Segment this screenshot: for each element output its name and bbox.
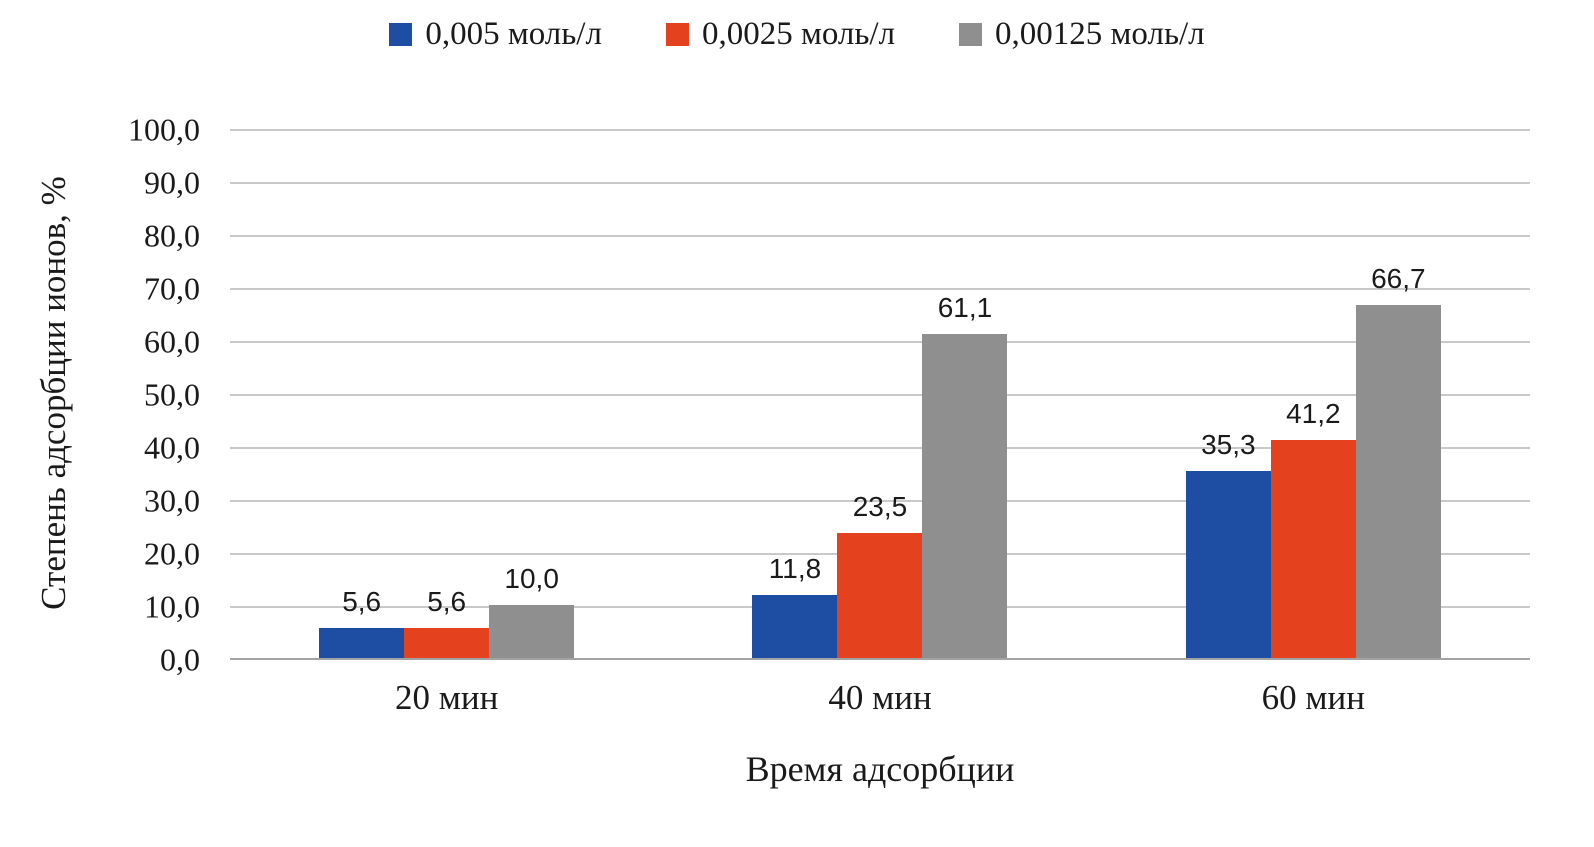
y-tick-label: 0,0 xyxy=(160,641,200,678)
bar-value-label: 11,8 xyxy=(768,553,822,585)
bar-value-label: 23,5 xyxy=(852,491,908,523)
x-category-label: 40 мин xyxy=(828,678,932,717)
gridline xyxy=(230,288,1530,290)
x-category-label: 60 мин xyxy=(1261,678,1365,717)
bar-value-label: 61,1 xyxy=(937,292,993,324)
legend-label: 0,0025 моль/л xyxy=(701,16,896,52)
bar-group: 5,6 5,6 10,0 xyxy=(230,130,663,658)
bar: 11,8 xyxy=(752,553,838,658)
bar-value-label: 10,0 xyxy=(504,563,559,594)
bar-group: 11,8 23,5 61,1 xyxy=(663,130,1096,658)
gridline xyxy=(230,129,1530,131)
legend-label: 0,005 моль/л xyxy=(425,16,602,52)
bar: 5,6 xyxy=(319,586,405,658)
y-tick-label: 70,0 xyxy=(144,270,200,307)
bar: 66,7 xyxy=(1355,263,1441,658)
legend-swatch xyxy=(959,23,983,46)
bar-groups-layer: 5,6 5,6 10,0 11,8 23,5 61,1 35,3 41,2 66,7 xyxy=(230,130,1530,658)
y-tick-label: 100,0 xyxy=(128,111,200,148)
bar-value-label: 41,2 xyxy=(1286,397,1341,429)
gridline xyxy=(230,500,1530,502)
legend-item: 0,005 моль/л xyxy=(389,16,602,53)
y-tick-label: 90,0 xyxy=(144,164,200,201)
y-tick-label: 10,0 xyxy=(144,588,200,625)
bar-value-label: 66,7 xyxy=(1371,262,1426,294)
plot-area: 5,6 5,6 10,0 11,8 23,5 61,1 35,3 41,2 66,7 xyxy=(230,129,1530,660)
legend-swatch xyxy=(665,23,689,46)
x-axis-title: Время адсорбции xyxy=(230,748,1530,790)
chart-legend: 0,005 моль/л 0,0025 моль/л 0,00125 моль/л xyxy=(0,16,1594,53)
x-axis-title-text: Время адсорбции xyxy=(745,749,1015,789)
bar-value-label: 5,6 xyxy=(342,586,382,618)
bar: 10,0 xyxy=(489,563,575,658)
bar-group: 35,3 41,2 66,7 xyxy=(1097,130,1530,658)
bar: 35,3 xyxy=(1185,429,1271,658)
y-tick-label: 30,0 xyxy=(144,482,200,519)
gridline xyxy=(230,182,1530,184)
y-tick-label: 60,0 xyxy=(144,323,200,360)
legend-item: 0,00125 моль/л xyxy=(959,16,1205,53)
gridline xyxy=(230,447,1530,449)
y-axis-tick-labels: 0,0 10,0 20,0 30,0 40,0 50,0 60,0 70,0 80,0 90,0 1… xyxy=(0,112,200,678)
gridline xyxy=(230,394,1530,396)
legend-label: 0,00125 моль/л xyxy=(995,16,1205,52)
y-tick-label: 80,0 xyxy=(144,217,200,254)
bar-value-label: 35,3 xyxy=(1201,428,1256,460)
bar: 23,5 xyxy=(837,491,923,658)
legend-swatch xyxy=(389,23,413,46)
gridline xyxy=(230,235,1530,237)
gridline xyxy=(230,341,1530,343)
y-tick-label: 40,0 xyxy=(144,429,200,466)
y-tick-label: 20,0 xyxy=(144,535,200,572)
bar: 61,1 xyxy=(922,292,1008,658)
x-axis-category-labels: 20 мин 40 мин 60 мин xyxy=(230,678,1530,718)
legend-item: 0,0025 моль/л xyxy=(665,16,896,53)
y-tick-label: 50,0 xyxy=(144,376,200,413)
bar: 41,2 xyxy=(1270,398,1356,658)
bar-value-label: 5,6 xyxy=(427,586,467,618)
x-category-label: 20 мин xyxy=(394,678,499,717)
bar: 5,6 xyxy=(404,586,490,658)
